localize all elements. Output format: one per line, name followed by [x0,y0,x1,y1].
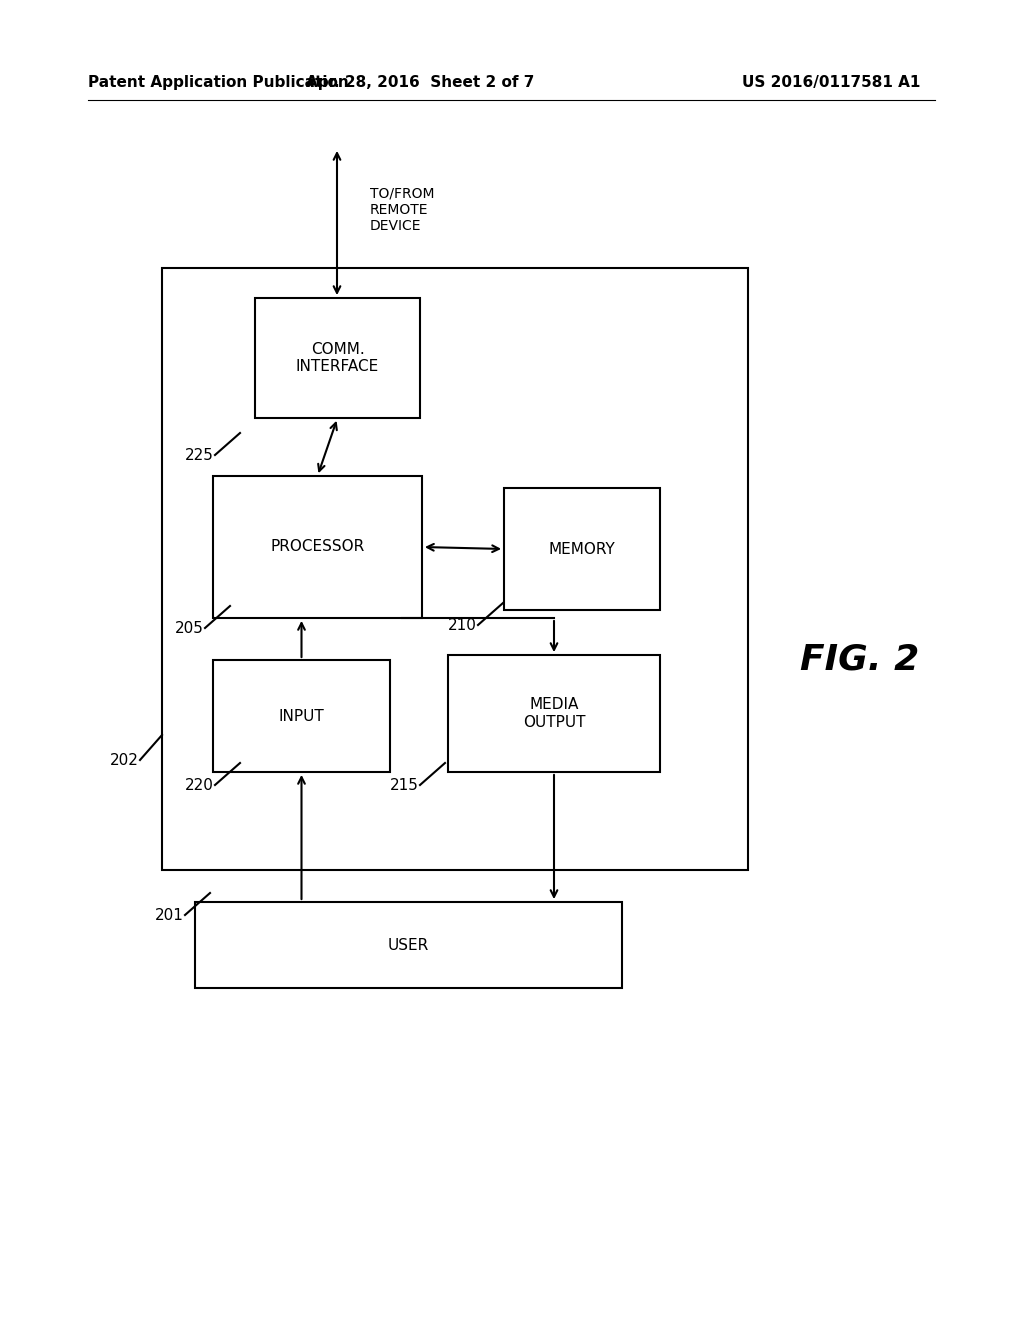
Bar [162,268,748,870]
Text: INPUT: INPUT [279,709,325,723]
Bar [255,298,420,418]
Text: COMM.
INTERFACE: COMM. INTERFACE [296,342,379,374]
Text: MEMORY: MEMORY [549,541,615,557]
Bar [449,655,660,772]
Text: Patent Application Publication: Patent Application Publication [88,74,349,90]
Text: 225: 225 [185,447,214,462]
Bar [195,902,622,987]
Text: 205: 205 [175,620,204,635]
Text: Apr. 28, 2016  Sheet 2 of 7: Apr. 28, 2016 Sheet 2 of 7 [306,74,535,90]
Text: MEDIA
OUTPUT: MEDIA OUTPUT [522,697,586,730]
Text: 202: 202 [110,752,139,767]
Text: 215: 215 [390,777,419,792]
Text: 210: 210 [449,618,477,632]
Bar [213,477,422,618]
Text: US 2016/0117581 A1: US 2016/0117581 A1 [741,74,920,90]
Text: 201: 201 [155,908,184,923]
Bar [213,660,390,772]
Text: TO/FROM
REMOTE
DEVICE: TO/FROM REMOTE DEVICE [370,187,434,234]
Text: FIG. 2: FIG. 2 [801,643,920,677]
Bar [504,488,660,610]
Text: 220: 220 [185,777,214,792]
Text: USER: USER [388,937,429,953]
Text: PROCESSOR: PROCESSOR [270,540,365,554]
